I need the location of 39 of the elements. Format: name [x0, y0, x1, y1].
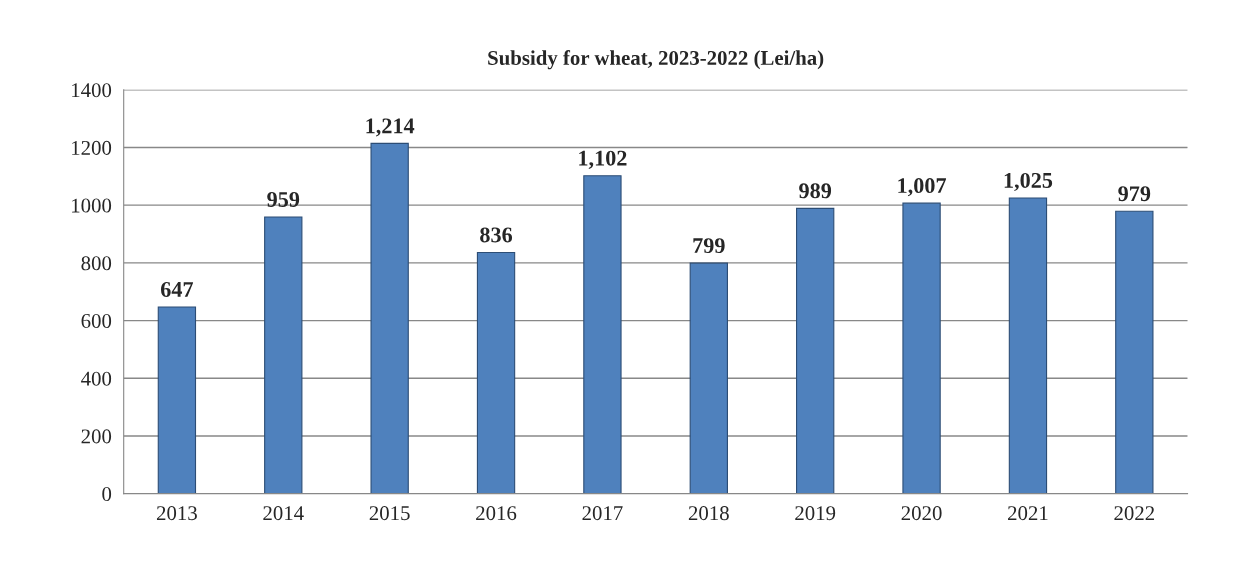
- bar: [689, 262, 728, 494]
- x-tick-label: 2016: [476, 506, 517, 521]
- bar: [157, 306, 197, 494]
- y-tick-label: 0: [102, 487, 112, 502]
- y-tick-label: 1200: [72, 140, 112, 155]
- bar: [1115, 210, 1154, 494]
- bar: [370, 142, 409, 494]
- x-tick-label: 2020: [901, 506, 942, 521]
- data-label: 799: [693, 238, 725, 254]
- data-label: 836: [480, 227, 513, 243]
- y-tick-label: 1000: [72, 198, 112, 213]
- x-tick-label: 2013: [156, 506, 197, 521]
- y-tick-label: 600: [81, 313, 112, 328]
- data-label: 647: [160, 282, 194, 297]
- x-tick-label: 2019: [795, 506, 836, 521]
- bar: [264, 216, 303, 494]
- data-label: 1,214: [366, 118, 415, 137]
- bar: [796, 207, 835, 494]
- data-label: 1,102: [579, 150, 627, 169]
- data-label: 959: [267, 191, 300, 207]
- bar: [1008, 197, 1048, 494]
- data-label: 989: [799, 183, 832, 199]
- chart-title: Subsidy for wheat, 2023-2022 (Lei/ha): [488, 50, 824, 70]
- x-tick-label: 2018: [688, 506, 729, 521]
- y-tick-label: 400: [81, 371, 112, 386]
- x-tick-label: 2021: [1008, 506, 1048, 521]
- bar: [583, 175, 622, 494]
- data-label: 979: [1118, 186, 1151, 202]
- x-tick-label: 2014: [263, 506, 304, 521]
- bar: [476, 251, 516, 494]
- bar: [902, 202, 941, 494]
- data-label: 1,025: [1004, 172, 1053, 192]
- y-tick-label: 800: [81, 256, 112, 271]
- y-tick-label: 200: [81, 429, 112, 444]
- x-tick-label: 2017: [582, 506, 623, 521]
- y-tick-label: 1400: [72, 83, 112, 98]
- x-tick-label: 2022: [1114, 506, 1155, 521]
- x-tick-label: 2015: [369, 506, 410, 521]
- data-label: 1,007: [898, 178, 947, 197]
